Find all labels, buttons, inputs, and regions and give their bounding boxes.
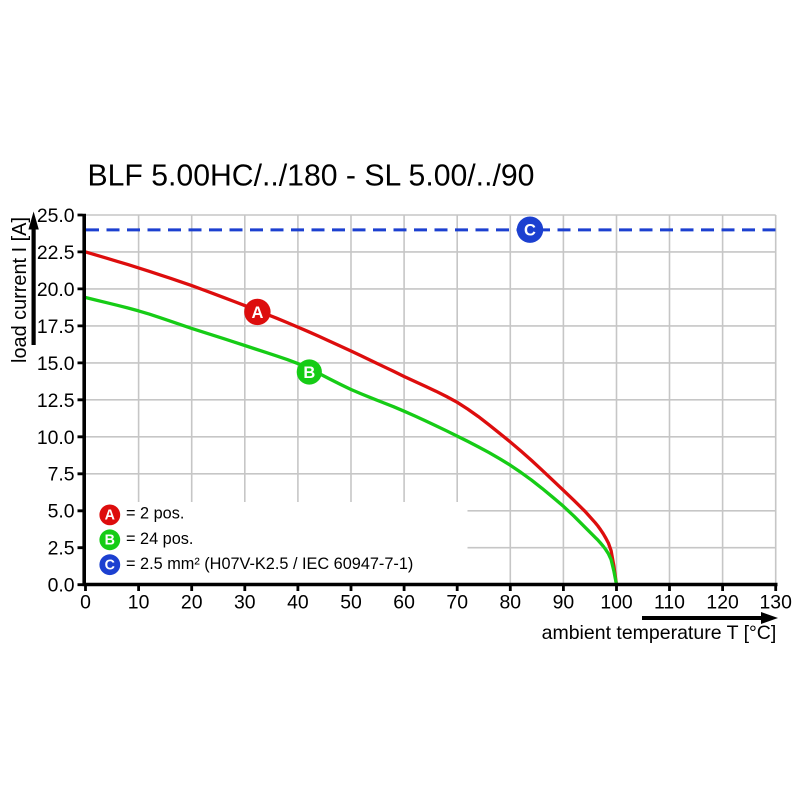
svg-text:BLF 5.00HC/../180 - SL 5.00/..: BLF 5.00HC/../180 - SL 5.00/../90 [88, 160, 535, 193]
svg-text:C: C [105, 557, 115, 573]
svg-text:80: 80 [500, 592, 522, 614]
svg-text:20: 20 [181, 592, 203, 614]
svg-text:130: 130 [760, 592, 793, 614]
svg-text:0: 0 [80, 592, 91, 614]
svg-text:10: 10 [128, 592, 150, 614]
svg-text:30: 30 [234, 592, 256, 614]
svg-text:C: C [524, 222, 536, 240]
svg-text:15.0: 15.0 [37, 353, 75, 375]
svg-text:110: 110 [654, 592, 685, 614]
svg-text:= 24 pos.: = 24 pos. [126, 530, 193, 548]
svg-text:A: A [251, 304, 263, 322]
svg-text:17.5: 17.5 [37, 316, 75, 338]
svg-text:B: B [303, 364, 315, 382]
svg-text:10.0: 10.0 [37, 427, 75, 449]
svg-text:ambient temperature T [°C]: ambient temperature T [°C] [542, 622, 777, 644]
svg-text:120: 120 [706, 592, 739, 614]
svg-text:7.5: 7.5 [48, 464, 75, 486]
svg-text:50: 50 [340, 592, 362, 614]
svg-text:60: 60 [393, 592, 415, 614]
svg-text:100: 100 [600, 592, 633, 614]
svg-text:B: B [105, 532, 115, 548]
svg-text:load current I [A]: load current I [A] [9, 217, 31, 363]
svg-text:40: 40 [287, 592, 309, 614]
svg-text:25.0: 25.0 [37, 205, 75, 227]
svg-text:5.0: 5.0 [48, 501, 75, 523]
svg-text:2.5: 2.5 [48, 538, 75, 560]
svg-text:20.0: 20.0 [37, 279, 75, 301]
svg-text:90: 90 [553, 592, 575, 614]
svg-text:= 2.5 mm² (H07V-K2.5 / IEC 609: = 2.5 mm² (H07V-K2.5 / IEC 60947-7-1) [126, 555, 413, 573]
svg-text:12.5: 12.5 [37, 390, 75, 412]
svg-text:= 2 pos.: = 2 pos. [126, 505, 184, 523]
svg-text:22.5: 22.5 [37, 242, 75, 264]
svg-text:70: 70 [446, 592, 468, 614]
svg-text:A: A [105, 508, 115, 524]
svg-text:0.0: 0.0 [48, 575, 75, 597]
